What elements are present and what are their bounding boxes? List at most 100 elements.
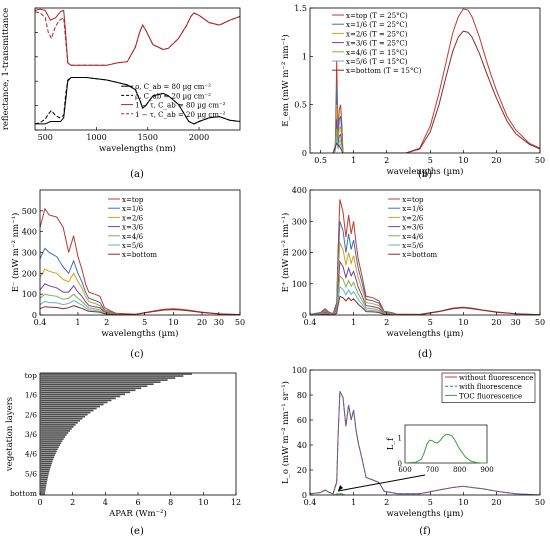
series-line — [35, 11, 240, 66]
panel-label: (f) — [419, 526, 431, 537]
legend-label: x=2/6 — [402, 214, 424, 222]
legend-label: 1 − τ, C_ab = 80 µg cm⁻² — [135, 102, 226, 110]
inset-x-tick-label: 900 — [480, 466, 493, 474]
legend-label: x=3/6 (T = 25°C) — [346, 40, 408, 48]
x-tick-label: 5 — [428, 156, 433, 165]
y-tick-label: 1.5 — [294, 4, 307, 13]
legend-label: without fluorescence — [459, 374, 533, 382]
apar-bar — [40, 446, 59, 449]
x-tick-label: 0.5 — [314, 156, 327, 165]
y-axis-label: reflectance, 1-transmittance — [1, 8, 11, 130]
legend-label: x=3/6 — [122, 224, 144, 232]
x-tick-label: 500 — [38, 133, 53, 142]
x-axis-label: APAR (Wm⁻²) — [108, 508, 167, 519]
legend-label: x=2/6 — [122, 214, 144, 222]
legend-label: x=1/6 — [402, 205, 424, 213]
inset-arrowhead — [337, 485, 343, 491]
apar-bar — [40, 493, 45, 495]
panel-label: (d) — [418, 349, 432, 360]
x-axis-label: wavelengths (µm) — [101, 328, 178, 339]
x-tick-label: 0.4 — [304, 498, 317, 507]
plot-frame — [34, 7, 241, 131]
apar-bar — [40, 468, 50, 471]
apar-bar — [40, 383, 154, 385]
panel-label: (b) — [418, 169, 432, 180]
legend-label: x=top — [402, 196, 424, 204]
x-tick-label: 10 — [458, 318, 468, 327]
apar-bar — [40, 470, 50, 473]
legend-label: x=5/6 (T = 15°C) — [346, 58, 408, 66]
y-tick-label: 100 — [292, 280, 307, 289]
y-tick-label: 400 — [22, 228, 37, 237]
legend-label: x=5/6 — [402, 242, 424, 250]
panel-c: 0.4 1 2 5 10 20 30 500100200300400500wavelength… — [10, 189, 245, 360]
legend-label: x=top (T = 25°C) — [346, 12, 408, 20]
series-line — [310, 391, 540, 495]
y-tick-label: 300 — [292, 217, 307, 226]
x-axis-label: wavelengths (µm) — [386, 508, 463, 519]
apar-bar — [40, 422, 78, 424]
series-line — [40, 247, 117, 315]
apar-bar — [40, 442, 62, 444]
legend-label: x=top — [122, 196, 144, 204]
series-line — [310, 295, 540, 315]
plot-frame — [309, 7, 541, 154]
apar-bar — [40, 485, 47, 487]
legend-label: TOC fluorescence — [459, 392, 522, 400]
y-tick-label: top — [25, 371, 38, 380]
panel-d: 0.4 1 2 5 10 20 30 50 0 100 200 300 400 wavelengths (… — [280, 186, 545, 360]
y-tick-label: 1/6 — [25, 391, 37, 400]
x-tick-label: 5 — [142, 318, 147, 327]
y-tick-label: 100 — [292, 366, 307, 375]
series-line — [310, 274, 398, 315]
x-axis-label: wavelengths (µm) — [386, 328, 463, 339]
series-line — [310, 260, 398, 315]
legend-label: x=1/6 (T = 25°C) — [346, 21, 408, 29]
apar-bar — [40, 450, 57, 453]
series-line — [40, 293, 117, 315]
apar-bar — [40, 460, 53, 463]
legend-label: x=4/6 — [122, 233, 144, 241]
x-tick-label: 30 — [511, 318, 521, 327]
apar-bar — [40, 489, 46, 491]
legend-label: x=5/6 — [122, 242, 144, 250]
apar-bar — [40, 393, 126, 396]
apar-bar — [40, 472, 49, 475]
legend-box — [441, 372, 536, 403]
apar-bar — [40, 379, 168, 381]
apar-bar — [40, 389, 136, 392]
apar-bar — [40, 387, 142, 390]
apar-bar — [40, 375, 184, 377]
x-axis-label: wavelengths (µm) — [386, 166, 463, 177]
panel-a: 500 1000 1500 2000 wavelengths (nm) reflectan… — [1, 7, 241, 180]
apar-bar — [40, 434, 67, 436]
x-tick-label: 20 — [491, 318, 501, 327]
y-tick-label: 300 — [22, 249, 37, 258]
x-tick-label: 10 — [198, 498, 208, 507]
y-axis-label: E_em (mW m⁻² nm⁻¹) — [280, 34, 291, 126]
y-tick-label: 0.5 — [294, 101, 307, 110]
legend-label: x=bottom — [402, 251, 437, 259]
legend-label: x=bottom (T = 15°C) — [346, 67, 422, 75]
series-line — [332, 8, 540, 153]
series-line — [40, 207, 240, 315]
y-tick-label: 20 — [297, 466, 307, 475]
y-tick-label: 2/6 — [25, 410, 37, 419]
apar-bar — [40, 487, 46, 489]
y-tick-label: 500 — [22, 207, 37, 216]
apar-bar — [40, 385, 148, 388]
apar-bar — [40, 452, 56, 455]
panel-b: 0.5 1 2 5 10 20 50 0 0.5 1 1.5 wavelengths (µm) E_em… — [280, 4, 545, 180]
inset-x-tick-label: 800 — [453, 466, 466, 474]
x-tick-label: 5 — [428, 498, 433, 507]
apar-bar — [40, 436, 66, 438]
inset-x-tick-label: 600 — [398, 466, 411, 474]
apar-bar — [40, 462, 52, 465]
panel-label: (a) — [130, 169, 144, 180]
series-line — [35, 8, 240, 66]
y-tick-label: 0 — [302, 149, 307, 158]
inset-arrow — [337, 474, 426, 492]
x-tick-label: 50 — [535, 498, 545, 507]
x-tick-label: 2 — [104, 318, 109, 327]
x-tick-label: 1 — [351, 498, 356, 507]
